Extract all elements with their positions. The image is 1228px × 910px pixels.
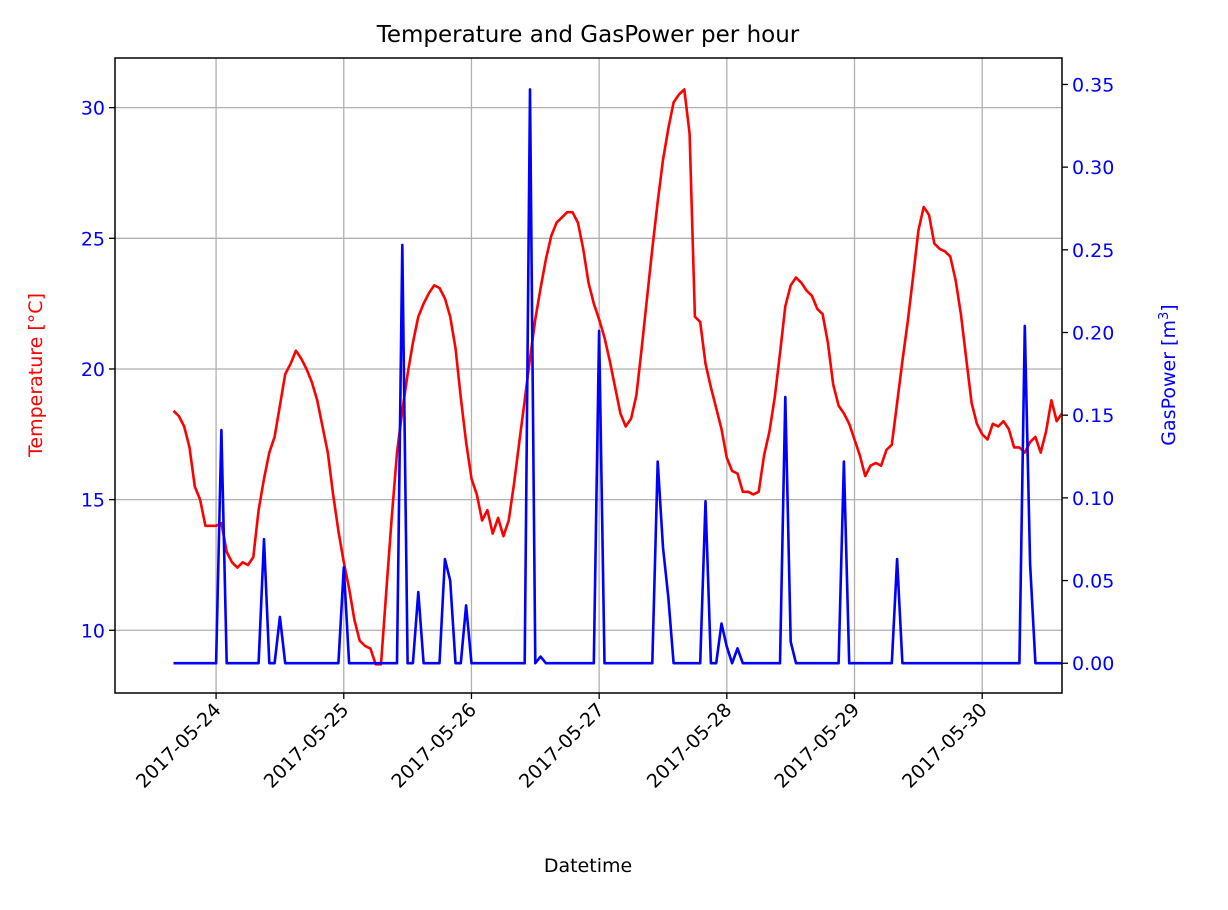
y-right-tick-label: 0.20: [1072, 323, 1114, 345]
x-tick-label: 2017-05-28: [643, 699, 737, 793]
y-right-tick-label: 0.10: [1072, 488, 1114, 510]
x-axis-label: Datetime: [544, 855, 632, 877]
x-tick-label: 2017-05-29: [770, 699, 864, 793]
y-left-axis-label: Temperature [°C]: [25, 293, 47, 458]
y-left-tick-label: 30: [81, 98, 105, 120]
y-left-tick-label: 20: [81, 359, 105, 381]
x-tick-label: 2017-05-24: [132, 699, 226, 793]
plot-frame: [114, 57, 1063, 694]
gaspower-line: [173, 88, 1062, 665]
y-right-tick-label: 0.30: [1072, 157, 1114, 179]
x-tick-label: 2017-05-30: [898, 699, 992, 793]
chart-title: Temperature and GasPower per hour: [376, 22, 800, 48]
x-tick-label: 2017-05-26: [387, 699, 481, 793]
grid: [115, 58, 1062, 693]
y-left-tick-label: 10: [81, 620, 105, 642]
y-right-tick-label: 0.00: [1072, 653, 1114, 675]
x-tick-label: 2017-05-25: [260, 699, 354, 793]
series-layer: [172, 88, 1064, 666]
y-right-label-sup: 3: [1157, 312, 1172, 320]
temperature-line: [172, 88, 1064, 666]
y-right-tick-label: 0.05: [1072, 571, 1114, 593]
y-right-tick-label: 0.15: [1072, 405, 1114, 427]
y-left-tick-label: 15: [81, 490, 105, 512]
y-right-tick-label: 0.25: [1072, 240, 1114, 262]
y-left-tick-label: 25: [81, 228, 105, 250]
y-right-label-end: ]: [1158, 304, 1180, 311]
x-tick-label: 2017-05-27: [515, 699, 609, 793]
y-right-tick-label: 0.35: [1072, 74, 1114, 96]
y-right-label-base: GasPower [m: [1158, 320, 1180, 446]
y-right-axis-label: GasPower [m3]: [1157, 304, 1180, 445]
